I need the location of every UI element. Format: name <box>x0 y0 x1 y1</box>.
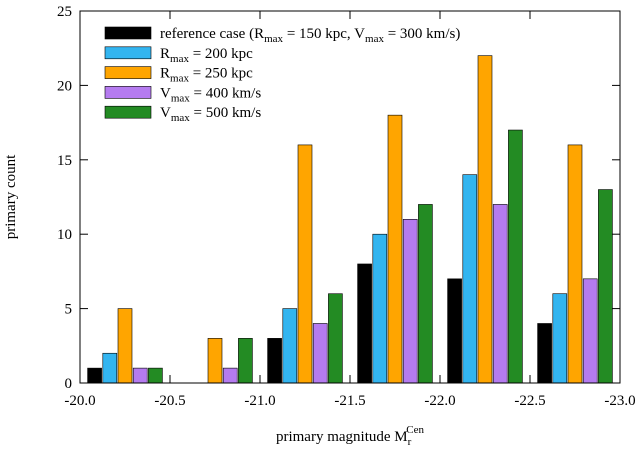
bar <box>447 278 462 384</box>
legend-subscript: max <box>171 112 190 124</box>
legend-symbol: V <box>354 26 365 42</box>
legend-label: Vmax​ = 500 km/s <box>160 105 261 124</box>
x-label-sup: Cen <box>406 424 424 436</box>
bar <box>477 55 493 384</box>
y-tick-label: 20 <box>57 78 72 94</box>
bar <box>598 189 613 384</box>
bar <box>328 293 343 384</box>
bar <box>372 233 388 384</box>
legend-text: = 500 km/s <box>190 105 262 121</box>
bar <box>492 204 508 384</box>
bar <box>312 323 328 384</box>
bar <box>418 204 433 384</box>
legend-swatch <box>104 26 152 40</box>
legend-text: = 250 kpc <box>189 66 253 82</box>
bar <box>132 367 148 384</box>
bar <box>297 144 313 384</box>
bar <box>102 352 118 384</box>
legend-swatch <box>104 66 152 79</box>
legend-text: = 200 kpc <box>189 46 253 62</box>
legend-label: reference case (Rmax​ = 150 kpc, Vmax​ =… <box>160 26 460 45</box>
legend-symbol: V <box>160 85 171 101</box>
bar <box>267 338 282 384</box>
x-tick-label: -20.0 <box>64 393 95 409</box>
x-label-main: primary magnitude M <box>276 429 408 445</box>
y-tick-label: 10 <box>57 227 72 243</box>
legend-text: = 400 km/s <box>190 85 262 101</box>
legend-label: Rmax​ = 200 kpc <box>160 46 253 65</box>
x-tick-label: -22.0 <box>424 393 455 409</box>
bar <box>357 263 372 384</box>
legend-subscript: max <box>365 33 384 45</box>
bar <box>148 367 163 384</box>
legend-symbol: R <box>254 26 264 42</box>
bar <box>282 308 298 384</box>
legend-label: Rmax​ = 250 kpc <box>160 66 253 85</box>
y-tick-label: 25 <box>57 4 72 20</box>
legend-text: reference case ( <box>160 26 254 42</box>
x-label-sub: r <box>408 436 412 448</box>
legend-subscript: max <box>171 92 190 104</box>
bar <box>582 278 598 384</box>
bar <box>87 367 102 384</box>
legend-subscript: max <box>170 53 189 65</box>
bar <box>552 293 568 384</box>
bar <box>508 129 523 384</box>
legend-symbol: R <box>160 66 170 82</box>
legend-text: = 300 km/s) <box>384 26 460 42</box>
bar <box>387 114 403 384</box>
bar <box>238 338 253 384</box>
bar <box>222 367 238 384</box>
y-tick-label: 5 <box>65 302 73 318</box>
x-tick-label: -23.0 <box>604 393 635 409</box>
bar <box>567 144 583 384</box>
bar <box>207 338 223 384</box>
legend-label: Vmax​ = 400 km/s <box>160 85 261 104</box>
bar <box>117 308 133 384</box>
legend-symbol: R <box>160 46 170 62</box>
x-axis-label: primary magnitude MrCen <box>276 424 425 448</box>
x-tick-label: -20.5 <box>154 393 185 409</box>
y-tick-label: 15 <box>57 153 72 169</box>
legend-subscript: max <box>170 73 189 85</box>
legend-swatch <box>104 46 152 60</box>
x-tick-label: -21.5 <box>334 393 365 409</box>
legend-symbol: V <box>160 105 171 121</box>
x-tick-label: -21.0 <box>244 393 275 409</box>
y-tick-label: 0 <box>65 376 73 392</box>
legend-text: = 150 kpc, <box>283 26 354 42</box>
bar <box>462 174 478 384</box>
bar <box>402 219 418 384</box>
x-tick-label: -22.5 <box>514 393 545 409</box>
bar <box>537 323 552 384</box>
legend-subscript: max <box>264 33 283 45</box>
y-axis-label: primary count <box>3 154 19 239</box>
legend-swatch <box>104 86 152 99</box>
legend-swatch <box>104 105 152 119</box>
